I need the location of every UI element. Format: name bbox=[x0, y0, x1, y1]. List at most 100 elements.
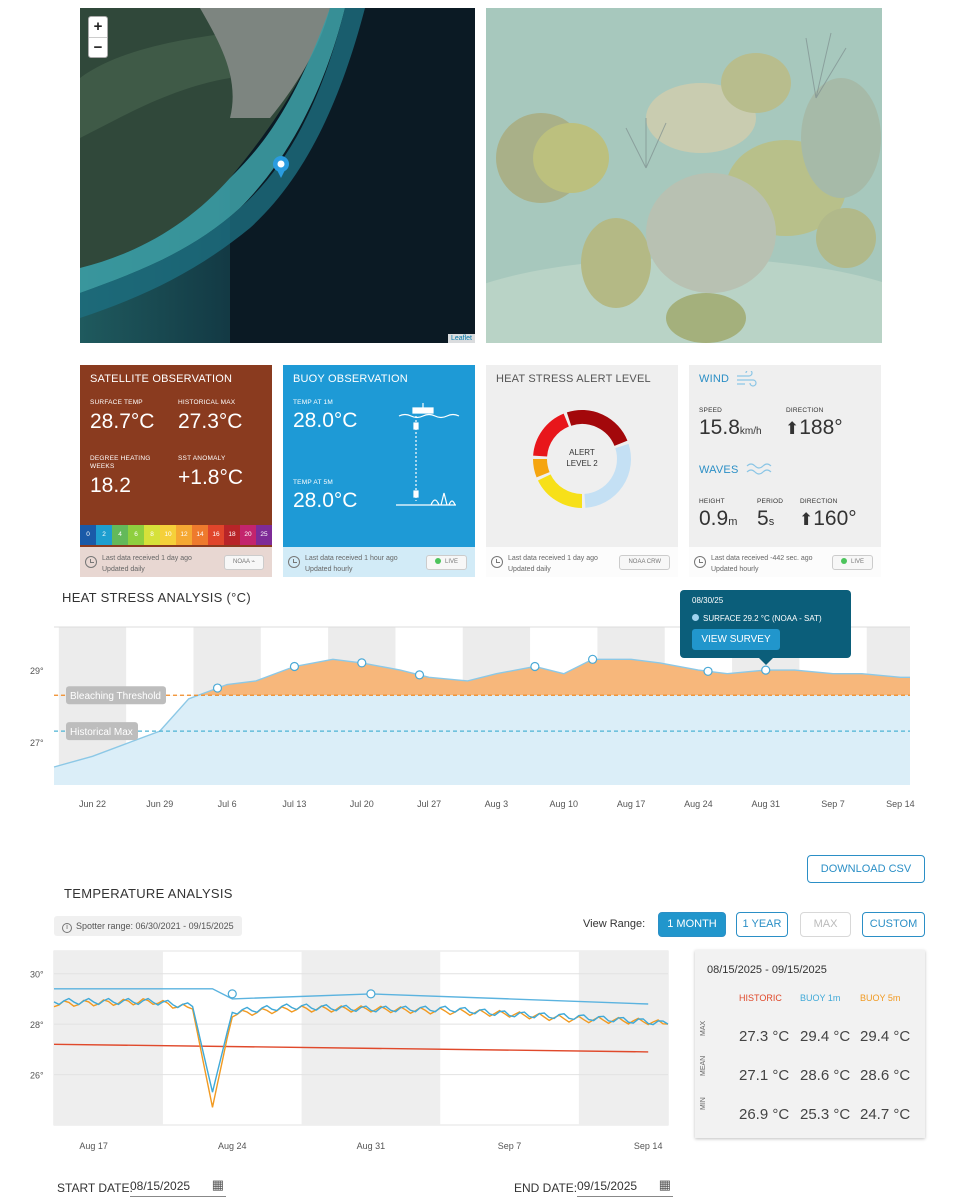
period-value: 5 bbox=[757, 507, 769, 530]
surface-line bbox=[54, 988, 649, 1005]
wind-direction-value: 188° bbox=[799, 416, 843, 439]
zoom-in-button[interactable]: + bbox=[93, 18, 103, 35]
info-icon: i bbox=[62, 923, 72, 933]
max-historic: 27.3 °C bbox=[739, 1028, 790, 1045]
live-badge[interactable]: LIVE bbox=[425, 555, 467, 570]
row-mean-label: MEAN bbox=[700, 1055, 707, 1076]
range-1-month-button[interactable]: 1 MONTH bbox=[658, 912, 726, 937]
start-date-input[interactable]: 08/15/2025 ▦ bbox=[130, 1175, 226, 1197]
live-label: LIVE bbox=[444, 559, 458, 565]
scale-step: 10 bbox=[160, 525, 176, 545]
buoy-diagram-icon bbox=[396, 403, 460, 506]
map-attribution[interactable]: Leaflet bbox=[447, 334, 475, 343]
max-buoy-1m: 29.4 °C bbox=[800, 1028, 851, 1045]
temperature-line bbox=[53, 658, 910, 768]
y-tick-label: 28° bbox=[30, 1020, 44, 1030]
live-badge[interactable]: LIVE bbox=[831, 555, 873, 570]
calendar-icon[interactable]: ▦ bbox=[658, 1177, 671, 1192]
surface-dot-icon bbox=[692, 614, 699, 621]
surface-temp-label: SURFACE TEMP bbox=[90, 399, 143, 406]
tooltip-text: SURFACE 29.2 °C (NOAA - SAT) bbox=[703, 614, 822, 623]
mean-historic: 27.1 °C bbox=[739, 1067, 790, 1084]
week-band bbox=[54, 951, 163, 1125]
y-tick-label: 27° bbox=[30, 738, 44, 748]
buoy-1m-line bbox=[53, 997, 669, 1093]
alert-line1: ALERT bbox=[569, 448, 595, 457]
survey-point bbox=[530, 661, 540, 672]
height-label: HEIGHT bbox=[699, 498, 725, 505]
temp-5m-label: TEMP AT 5m bbox=[293, 479, 333, 486]
survey-point bbox=[212, 683, 223, 693]
satellite-observation-card: SATELLITE OBSERVATION SURFACE TEMP 28.7°… bbox=[80, 365, 272, 577]
update-frequency: Updated daily bbox=[508, 566, 551, 573]
survey-point bbox=[227, 989, 237, 999]
wind-icon bbox=[737, 371, 757, 387]
source-badge[interactable]: NOAA ⌁ bbox=[224, 555, 264, 570]
height-readout: 0.9m bbox=[699, 507, 737, 531]
range-1-year-button[interactable]: 1 YEAR bbox=[736, 912, 788, 937]
alert-ring-segment bbox=[533, 413, 570, 457]
speed-value: 15.8 bbox=[699, 416, 740, 439]
survey-point bbox=[588, 654, 598, 664]
clock-icon bbox=[288, 556, 300, 568]
end-date-input[interactable]: 09/15/2025 ▦ bbox=[577, 1175, 673, 1197]
card-footer: Last data received 1 day ago Updated dai… bbox=[486, 547, 678, 577]
spotter-range-badge: i Spotter range: 06/30/2021 - 09/15/2025 bbox=[54, 916, 242, 936]
sst-anomaly-label: SST ANOMALY bbox=[178, 455, 226, 462]
card-footer: Last data received 1 day ago Updated dai… bbox=[80, 547, 272, 577]
update-frequency: Updated hourly bbox=[305, 566, 353, 573]
zoom-out-button[interactable]: − bbox=[89, 37, 107, 57]
heat-stress-alert-card: HEAT STRESS ALERT LEVEL ALERT LEVEL 2 La… bbox=[486, 365, 678, 577]
card-title: HEAT STRESS ALERT LEVEL bbox=[496, 373, 651, 385]
buoy-observation-card: BUOY OBSERVATION TEMP AT 1m 28.0°C TEMP … bbox=[283, 365, 475, 577]
speed-label: SPEED bbox=[699, 407, 723, 414]
x-tick-label: Aug 10 bbox=[549, 799, 578, 809]
week-band bbox=[301, 951, 441, 1125]
historic-line bbox=[53, 1043, 649, 1053]
end-date-value: 09/15/2025 bbox=[577, 1179, 638, 1193]
period-label: PERIOD bbox=[757, 498, 784, 505]
speed-unit: km/h bbox=[739, 426, 762, 437]
scale-step: 8 bbox=[144, 525, 160, 545]
site-marker-icon[interactable] bbox=[273, 156, 289, 178]
scale-step: 4 bbox=[112, 525, 128, 545]
download-csv-button[interactable]: DOWNLOAD CSV bbox=[807, 855, 925, 883]
direction-arrow-icon: ⬆ bbox=[785, 419, 800, 438]
calendar-icon[interactable]: ▦ bbox=[211, 1177, 224, 1192]
card-footer: Last data received 1 hour ago Updated ho… bbox=[283, 547, 475, 577]
start-date-value: 08/15/2025 bbox=[130, 1179, 191, 1193]
x-tick-label: Sep 7 bbox=[498, 1141, 522, 1151]
reef-map[interactable]: + − Leaflet bbox=[80, 8, 475, 343]
dhw-label: DEGREE HEATING WEEKS bbox=[90, 455, 151, 470]
row-max-label: MAX bbox=[700, 1020, 707, 1036]
range-max-button[interactable]: MAX bbox=[800, 912, 851, 937]
clock-icon bbox=[85, 556, 97, 568]
historical-max-label: Historical Max bbox=[70, 727, 133, 738]
height-unit: m bbox=[728, 516, 738, 528]
x-tick-label: Aug 3 bbox=[485, 799, 509, 809]
view-survey-button[interactable]: VIEW SURVEY bbox=[692, 629, 780, 650]
source-badge[interactable]: NOAA CRW bbox=[619, 555, 670, 570]
bleaching-threshold-label: Bleaching Threshold bbox=[70, 691, 161, 702]
temp-1m-label: TEMP AT 1m bbox=[293, 399, 333, 406]
footer-text: Last data received 1 day ago Updated dai… bbox=[508, 553, 598, 575]
scale-step: 20 bbox=[240, 525, 256, 545]
max-buoy-5m: 29.4 °C bbox=[860, 1028, 911, 1045]
reef-photo[interactable] bbox=[486, 8, 882, 343]
range-custom-button[interactable]: CUSTOM bbox=[862, 912, 925, 937]
footer-text: Last data received 1 hour ago Updated ho… bbox=[305, 553, 398, 575]
footer-text: Last data received 1 day ago Updated dai… bbox=[102, 553, 192, 575]
card-title: SATELLITE OBSERVATION bbox=[90, 373, 233, 385]
chart-tooltip: 08/30/25 SURFACE 29.2 °C (NOAA - SAT) VI… bbox=[680, 590, 851, 665]
temperature-chart[interactable]: 30° 28° 26° Aug 17 Aug 24 Aug 31 Sep 7 Sep 14 bbox=[0, 945, 690, 1160]
start-date-label: START DATE: bbox=[57, 1181, 133, 1195]
last-received: Last data received 1 day ago bbox=[102, 555, 192, 562]
coral-reef-image bbox=[486, 8, 882, 343]
survey-point bbox=[703, 666, 713, 676]
live-label: LIVE bbox=[850, 559, 864, 565]
scale-step: 12 bbox=[176, 525, 192, 545]
wind-direction-readout: ⬆188° bbox=[785, 416, 843, 440]
col-buoy-1m: BUOY 1m bbox=[800, 993, 841, 1003]
surface-temp-value: 28.7°C bbox=[90, 410, 155, 433]
x-tick-label: Aug 24 bbox=[684, 799, 713, 809]
